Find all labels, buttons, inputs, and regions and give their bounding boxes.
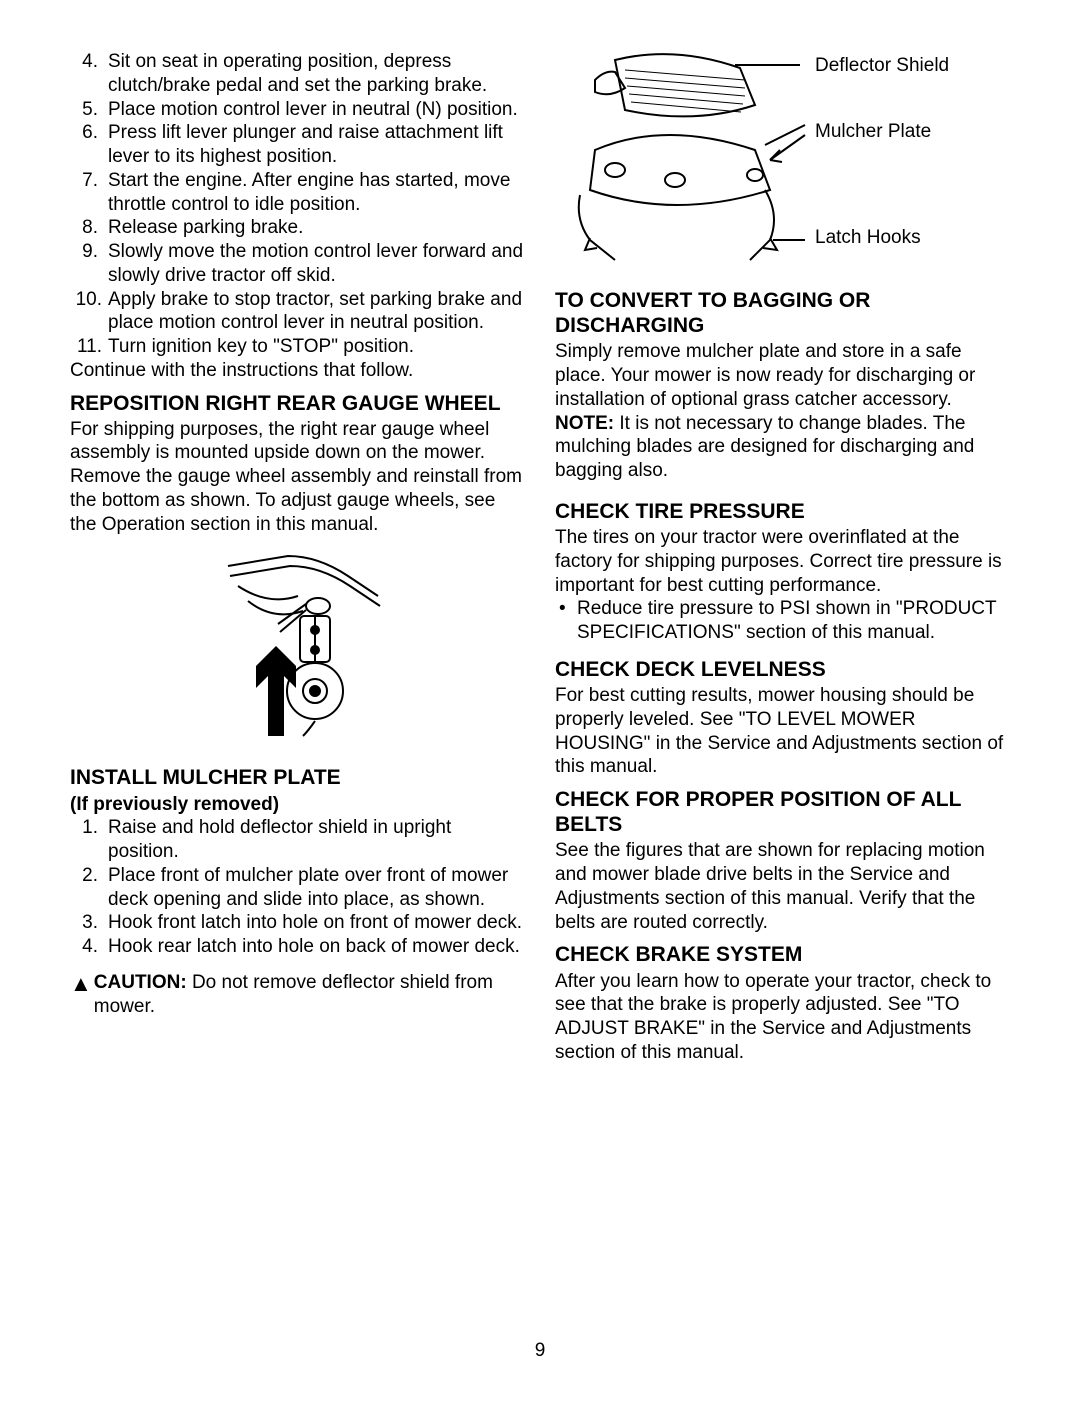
list-item: 4. Hook rear latch into hole on back of …	[70, 935, 525, 959]
para-deck: For best cutting results, mower housing …	[555, 684, 1010, 779]
gauge-wheel-icon	[208, 546, 388, 746]
note-text: It is not necessary to change blades. Th…	[555, 413, 974, 482]
list-item: 1. Raise and hold deflector shield in up…	[70, 816, 525, 864]
list-number: 10.	[70, 288, 102, 312]
list-text: Press lift lever plunger and raise attac…	[102, 121, 525, 169]
heading-tire: CHECK TIRE PRESSURE	[555, 499, 1010, 524]
column-right: Deflector Shield Mulcher Plate Latch Hoo…	[555, 50, 1010, 1065]
list-item: 7. Start the engine. After engine has st…	[70, 169, 525, 217]
label-deflector: Deflector Shield	[815, 56, 949, 77]
heading-belts: CHECK FOR PROPER POSITION OF ALL BELTS	[555, 787, 1010, 837]
figure-gauge-wheel	[70, 546, 525, 751]
list-number: 1.	[70, 816, 102, 840]
list-text: Place front of mulcher plate over front …	[102, 864, 525, 912]
list-text: Place motion control lever in neutral (N…	[102, 98, 525, 122]
list-number: 11.	[70, 335, 102, 359]
caution-label: CAUTION:	[94, 972, 187, 993]
list-number: 9.	[70, 240, 102, 264]
para-brake: After you learn how to operate your trac…	[555, 970, 1010, 1065]
list-text: Raise and hold deflector shield in uprig…	[102, 816, 525, 864]
heading-reposition: REPOSITION RIGHT REAR GAUGE WHEEL	[70, 391, 525, 416]
list-number: 3.	[70, 911, 102, 935]
label-mulcher: Mulcher Plate	[815, 122, 931, 143]
note-block: NOTE: It is not necessary to change blad…	[555, 412, 1010, 483]
caution-text: CAUTION: Do not remove deflector shield …	[94, 971, 525, 1019]
label-latch: Latch Hooks	[815, 228, 921, 249]
list-number: 2.	[70, 864, 102, 888]
list-text: Sit on seat in operating position, depre…	[102, 50, 525, 98]
figure-mulcher-plate: Deflector Shield Mulcher Plate Latch Hoo…	[555, 50, 1010, 280]
steps-list-a: 4. Sit on seat in operating position, de…	[70, 50, 525, 359]
list-number: 5.	[70, 98, 102, 122]
para-convert: Simply remove mulcher plate and store in…	[555, 340, 1010, 411]
bullet-dot: •	[555, 597, 577, 621]
list-number: 8.	[70, 216, 102, 240]
heading-install-sub: (If previously removed)	[70, 793, 525, 817]
bullet-item: • Reduce tire pressure to PSI shown in "…	[555, 597, 1010, 645]
list-item: 10. Apply brake to stop tractor, set par…	[70, 288, 525, 336]
list-item: 8. Release parking brake.	[70, 216, 525, 240]
list-text: Hook rear latch into hole on back of mow…	[102, 935, 525, 959]
list-item: 11. Turn ignition key to "STOP" position…	[70, 335, 525, 359]
list-number: 4.	[70, 50, 102, 74]
para-belts: See the figures that are shown for repla…	[555, 839, 1010, 934]
list-text: Release parking brake.	[102, 216, 525, 240]
warning-icon: ▲	[70, 973, 92, 995]
heading-brake: CHECK BRAKE SYSTEM	[555, 942, 1010, 967]
list-text: Hook front latch into hole on front of m…	[102, 911, 525, 935]
note-label: NOTE:	[555, 413, 614, 434]
bullet-text: Reduce tire pressure to PSI shown in "PR…	[577, 597, 1010, 645]
list-number: 4.	[70, 935, 102, 959]
list-item: 4. Sit on seat in operating position, de…	[70, 50, 525, 98]
caution-block: ▲ CAUTION: Do not remove deflector shiel…	[70, 971, 525, 1019]
list-number: 7.	[70, 169, 102, 193]
page-number: 9	[0, 1340, 1080, 1362]
heading-deck: CHECK DECK LEVELNESS	[555, 657, 1010, 682]
list-item: 3. Hook front latch into hole on front o…	[70, 911, 525, 935]
heading-install: INSTALL MULCHER PLATE	[70, 765, 525, 790]
list-text: Apply brake to stop tractor, set parking…	[102, 288, 525, 336]
para-tire: The tires on your tractor were overinfla…	[555, 526, 1010, 597]
para-reposition: For shipping purposes, the right rear ga…	[70, 418, 525, 537]
column-left: 4. Sit on seat in operating position, de…	[70, 50, 525, 1065]
list-text: Turn ignition key to "STOP" position.	[102, 335, 525, 359]
list-item: 9. Slowly move the motion control lever …	[70, 240, 525, 288]
list-text: Slowly move the motion control lever for…	[102, 240, 525, 288]
list-item: 2. Place front of mulcher plate over fro…	[70, 864, 525, 912]
list-number: 6.	[70, 121, 102, 145]
mulcher-plate-icon	[555, 50, 815, 275]
heading-convert: TO CONVERT TO BAGGING OR DISCHARGING	[555, 288, 1010, 338]
steps-list-b: 1. Raise and hold deflector shield in up…	[70, 816, 525, 959]
continue-line: Continue with the instructions that foll…	[70, 359, 525, 383]
list-text: Start the engine. After engine has start…	[102, 169, 525, 217]
list-item: 5. Place motion control lever in neutral…	[70, 98, 525, 122]
list-item: 6. Press lift lever plunger and raise at…	[70, 121, 525, 169]
